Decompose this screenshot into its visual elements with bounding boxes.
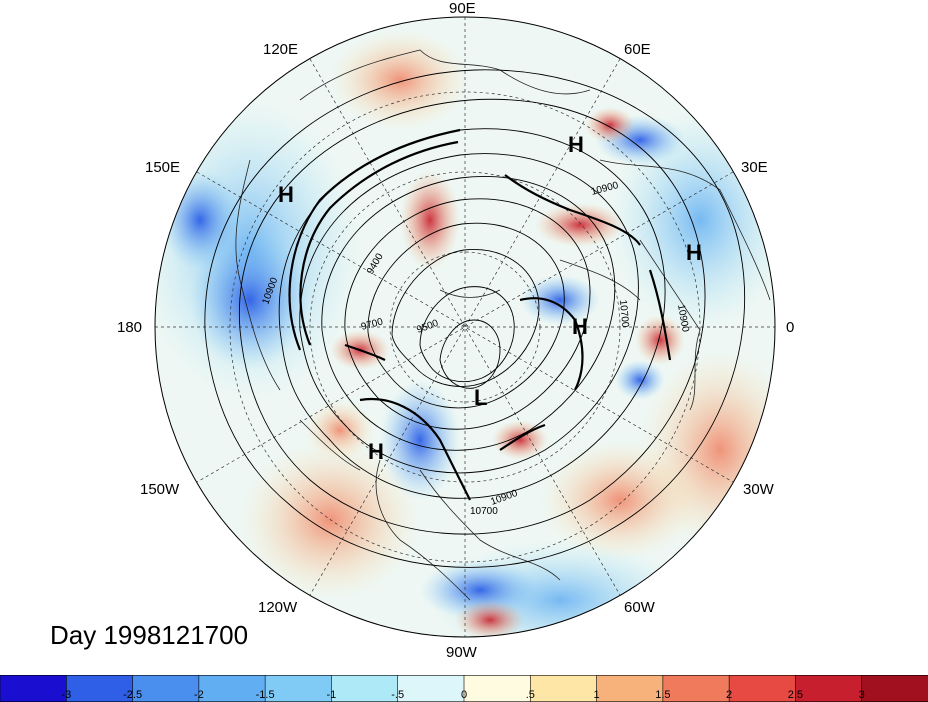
lon-label-150e: 150E [145, 159, 181, 176]
colorbar-swatch [662, 675, 730, 702]
colorbar-tick-label: -1 [326, 689, 337, 701]
colorbar-swatch [529, 675, 598, 702]
colorbar-tick-label: 2.5 [787, 689, 804, 701]
lon-label-120e: 120E [263, 41, 299, 58]
lon-label-60w: 60W [624, 599, 655, 616]
colorbar-tick-label: 0 [460, 689, 468, 701]
pressure-centers: H H H H H L [278, 132, 702, 464]
high-pressure-marker: H [568, 132, 584, 157]
colorbar-swatch [0, 675, 68, 702]
high-pressure-marker: H [572, 314, 588, 339]
colorbar-swatch [728, 675, 797, 702]
jet-contours [288, 128, 672, 501]
lon-label-150w: 150W [140, 481, 180, 498]
contour-label: 10700 [470, 506, 498, 517]
colorbar-tick-label: .5 [525, 689, 535, 701]
colorbar-swatch [132, 675, 200, 702]
colorbar-tick-label: -1.5 [255, 689, 275, 701]
colorbar-swatch [861, 675, 928, 702]
map-boundary [154, 16, 776, 638]
colorbar-swatch [596, 675, 664, 702]
colorbar-swatch [331, 675, 399, 702]
lon-label-30e: 30E [741, 159, 768, 176]
coastlines [235, 49, 771, 601]
lon-label-180: 180 [117, 319, 143, 336]
colorbar [0, 675, 928, 702]
contour-label: 10700 [617, 299, 630, 328]
graticule [155, 17, 775, 637]
date-label: Day 1998121700 [50, 620, 249, 650]
lon-label-0: 0 [786, 319, 795, 336]
contour-label: 10900 [675, 304, 691, 334]
lon-label-120w: 120W [258, 599, 298, 616]
high-pressure-marker: H [686, 240, 702, 265]
colorbar-tick-label: -3 [61, 689, 72, 701]
colorbar-tick-label: 3 [858, 689, 865, 701]
lon-label-90w: 90W [446, 644, 477, 661]
colorbar-swatch [65, 675, 134, 702]
colorbar-tick-label: -2.5 [123, 689, 143, 701]
colorbar-tick-label: -.5 [391, 689, 405, 701]
colorbar-tick-label: -2 [194, 689, 204, 701]
colorbar-swatch [463, 675, 532, 702]
lon-label-60e: 60E [624, 41, 651, 58]
colorbar-tick-label: 1.5 [655, 689, 671, 701]
colorbar-tick-label: 2 [726, 689, 733, 701]
colorbar-swatch [397, 675, 465, 702]
colorbar-tick-label: 1 [593, 689, 600, 701]
low-pressure-marker: L [474, 385, 487, 410]
colorbar-swatch [795, 675, 863, 702]
lon-label-90e: 90E [449, 0, 476, 17]
lon-label-30w: 30W [743, 481, 774, 498]
high-pressure-marker: H [278, 182, 294, 207]
high-pressure-marker: H [368, 439, 384, 464]
colorbar-swatch [264, 675, 333, 702]
